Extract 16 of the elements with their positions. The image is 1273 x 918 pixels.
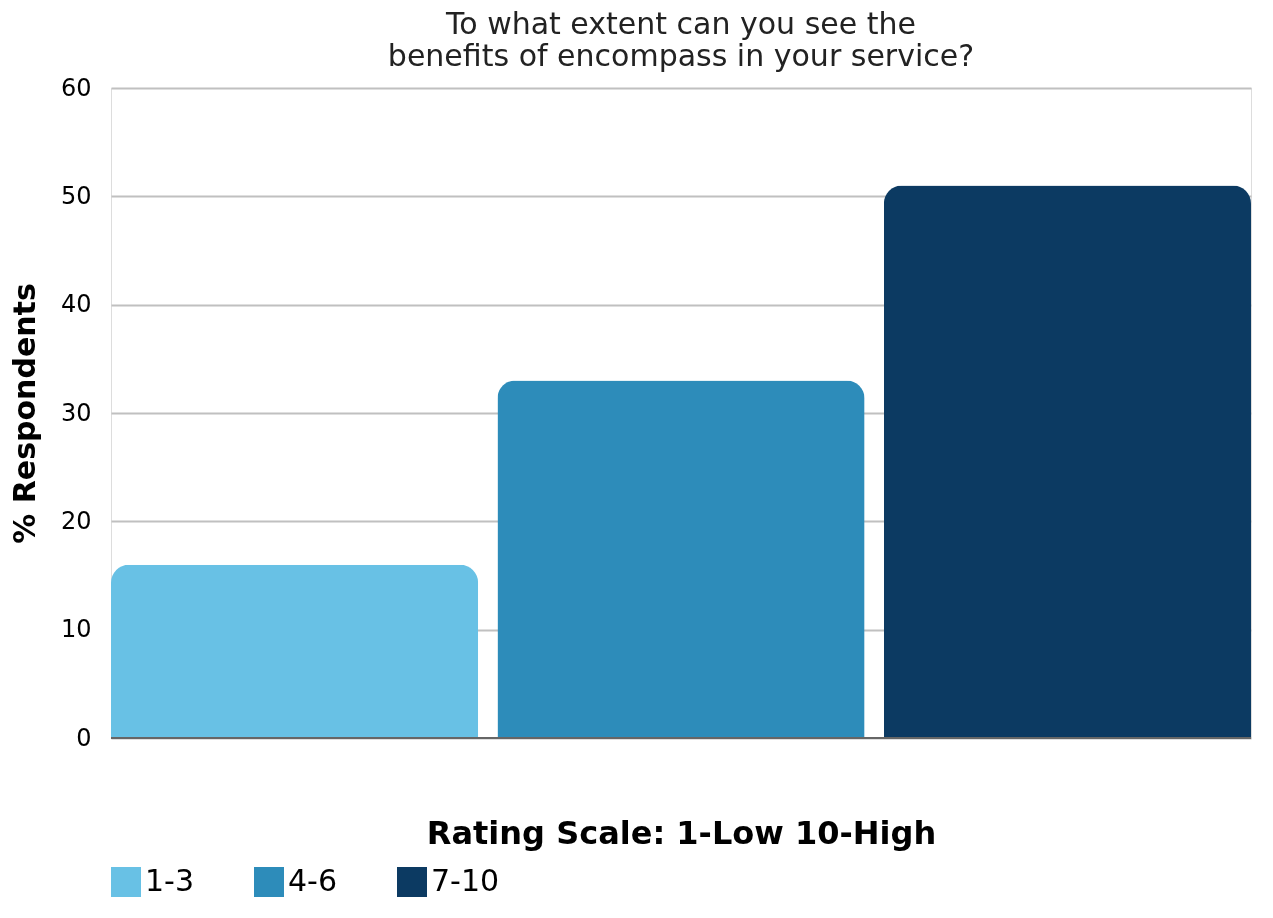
- bar: [111, 564, 479, 738]
- chart-title: To what extent can you see the benefits of encompass in your service?: [387, 6, 975, 73]
- y-tick-label: 20: [60, 506, 92, 535]
- y-tick-label: 10: [60, 615, 92, 644]
- y-tick-label: 0: [76, 723, 92, 752]
- x-axis-title: Rating Scale: 1-Low 10-High: [426, 813, 937, 852]
- bar: [497, 380, 865, 738]
- y-tick-label: 50: [60, 181, 92, 210]
- y-tick-label: 30: [60, 398, 92, 427]
- legend-label: 4-6: [288, 863, 337, 898]
- y-tick-label: 40: [60, 290, 92, 319]
- y-tick-label: 60: [60, 73, 92, 102]
- legend-label: 7-10: [431, 863, 500, 898]
- y-axis-title: % Respondents: [6, 283, 42, 544]
- legend-label: 1-3: [145, 863, 194, 898]
- bar: [883, 185, 1251, 738]
